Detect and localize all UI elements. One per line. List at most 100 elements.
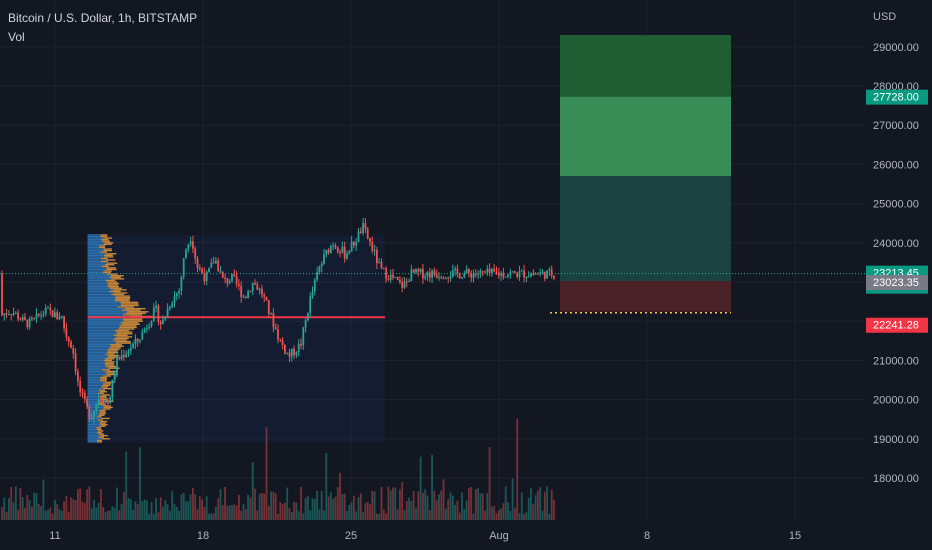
- profile-row-down: [111, 293, 125, 296]
- volume-bar: [447, 499, 450, 520]
- profile-row-down: [99, 397, 107, 399]
- profile-row-down: [104, 242, 114, 244]
- time-tick-label: 15: [789, 530, 801, 542]
- volume-bar: [272, 491, 275, 520]
- candle-body: [180, 276, 183, 291]
- volume-bar: [553, 499, 555, 520]
- profile-row-down: [107, 351, 119, 354]
- volume-bar: [311, 498, 314, 520]
- volume-bar: [54, 500, 56, 520]
- candle-body: [233, 273, 236, 276]
- volume-bar: [465, 500, 468, 520]
- candle-body: [373, 249, 376, 251]
- candle-body: [313, 279, 316, 292]
- candle-body: [392, 274, 394, 278]
- price-tick-label: 19000.00: [873, 434, 919, 446]
- time-axis[interactable]: 11 18 25 Aug 8 15: [49, 530, 801, 542]
- candle-body: [42, 313, 45, 316]
- price-tick-label: 29000.00: [873, 42, 919, 54]
- profile-row-down: [110, 275, 124, 277]
- profile-row-up: [87, 384, 103, 387]
- volume-bar: [44, 510, 47, 520]
- profile-row-up: [87, 271, 103, 274]
- profile-row-up: [87, 367, 109, 369]
- profile-row-up: [87, 314, 123, 316]
- volume-bar: [385, 513, 387, 520]
- volume-bar: [373, 491, 376, 520]
- candle-body: [185, 249, 187, 259]
- profile-row-down: [104, 400, 114, 402]
- volume-bar: [49, 507, 52, 520]
- candle-body: [507, 275, 509, 277]
- profile-row-down: [96, 427, 101, 429]
- profile-row-down: [125, 312, 146, 315]
- time-tick-label: 11: [49, 530, 60, 542]
- profile-row-up: [87, 430, 98, 432]
- candle-body: [272, 313, 275, 328]
- volume-bar: [208, 513, 210, 520]
- stop-zone[interactable]: [560, 281, 731, 312]
- profile-row-down: [107, 356, 119, 358]
- candle-body: [502, 272, 505, 278]
- profile-row-up: [87, 365, 107, 368]
- long-position-tool[interactable]: [0, 35, 865, 314]
- candle-body: [226, 278, 229, 284]
- profile-row-up: [87, 383, 103, 385]
- volume-bar: [72, 499, 75, 520]
- chart-title: Bitcoin / U.S. Dollar, 1h, BITSTAMP: [8, 11, 197, 25]
- volume-bar: [364, 503, 367, 520]
- candle-body: [281, 340, 284, 345]
- candle-body: [187, 244, 190, 250]
- candle-body: [543, 271, 546, 279]
- profile-row-down: [99, 395, 107, 398]
- candle-body: [19, 319, 22, 321]
- volume-bar: [348, 504, 351, 520]
- volume-bar: [93, 499, 95, 520]
- profile-row-up: [87, 340, 116, 343]
- volume-bar: [231, 505, 233, 520]
- profile-row-down: [99, 403, 106, 405]
- volume-bar: [221, 504, 224, 520]
- profile-row-up: [87, 351, 108, 354]
- candle-body: [491, 268, 493, 273]
- candle-body: [431, 270, 433, 278]
- profile-row-up: [87, 345, 112, 347]
- volume-bar: [284, 502, 286, 520]
- volume-bar: [479, 493, 482, 520]
- volume-bar: [244, 509, 247, 520]
- volume-bar: [472, 513, 475, 520]
- profile-row-up: [87, 398, 101, 401]
- volume-bar: [116, 487, 118, 520]
- volume-bar: [277, 513, 279, 520]
- candle-body: [318, 266, 321, 273]
- candle-body: [438, 277, 440, 279]
- profit-zone[interactable]: [560, 176, 731, 282]
- profile-row-down: [100, 434, 108, 437]
- volume-bar: [258, 494, 261, 520]
- profile-row-up: [87, 391, 101, 393]
- volume-bar: [477, 488, 479, 520]
- candle-body: [371, 241, 374, 251]
- candle-body: [136, 338, 139, 342]
- profile-row-up: [87, 254, 104, 257]
- candle-body: [330, 246, 332, 254]
- profile-row-up: [87, 292, 114, 294]
- volume-bar: [42, 479, 45, 520]
- profile-row-up: [87, 285, 108, 288]
- volume-bar: [330, 492, 332, 520]
- target-zone[interactable]: [560, 96, 731, 177]
- profile-row-down: [114, 298, 130, 300]
- volume-bar: [440, 490, 443, 520]
- price-axis[interactable]: 29000.0028000.0027000.0026000.0025000.00…: [873, 42, 919, 485]
- profile-row-down: [96, 431, 102, 434]
- price-label-stop: [866, 317, 928, 333]
- candle-body: [470, 272, 473, 278]
- candle-body: [382, 268, 385, 270]
- profile-row-up: [87, 312, 126, 315]
- volume-bar: [534, 495, 537, 520]
- profile-row-up: [87, 246, 100, 249]
- volume-bar: [369, 504, 371, 520]
- profile-row-down: [99, 412, 106, 415]
- profile-row-up: [87, 301, 121, 304]
